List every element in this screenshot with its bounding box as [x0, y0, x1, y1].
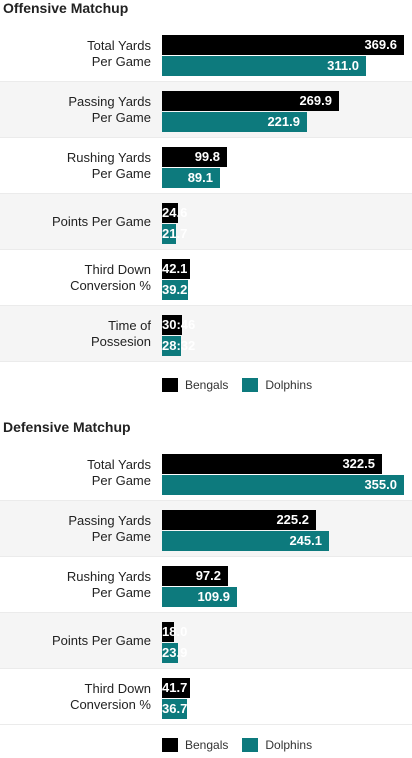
category-label-line: Passing Yards [68, 94, 151, 109]
bengals-bar: 41.7 [162, 678, 190, 698]
bengals-bar: 269.9 [162, 91, 339, 111]
legend-label: Dolphins [265, 378, 313, 392]
legend-item: Dolphins [242, 738, 312, 752]
legend-swatch [162, 738, 178, 752]
category-label-line: Total Yards [87, 457, 151, 472]
chart-row: Passing Yards Per Game 225.2 245.1 [0, 501, 412, 557]
bengals-bar: 99.8 [162, 147, 227, 167]
category-label-line: Total Yards [87, 38, 151, 53]
dolphins-bar: 36.7 [162, 699, 187, 719]
category-label: Third Down Conversion % [0, 250, 151, 306]
category-label-line: Third Down [84, 262, 151, 277]
dolphins-bar: 28:32 [162, 336, 195, 356]
category-label-line: Per Game [91, 110, 151, 125]
category-label-line: Per Game [91, 54, 151, 69]
chart-row: Total Yards Per Game 369.6 311.0 [0, 26, 412, 82]
legend-swatch [242, 378, 259, 392]
category-label-line: Time of [108, 318, 151, 333]
legend-swatch [162, 378, 178, 392]
bengals-bar: 30:46 [162, 315, 195, 335]
category-label-line: Points Per Game [52, 633, 151, 648]
chart-title: Defensive Matchup [3, 419, 131, 435]
bengals-bar: 24.6 [162, 203, 187, 223]
legend-item: Dolphins [242, 378, 312, 392]
category-label: Points Per Game [0, 194, 151, 250]
dolphins-bar: 355.0 [162, 475, 404, 495]
legend-item: Bengals [162, 378, 228, 392]
category-label: Passing Yards Per Game [0, 501, 151, 557]
legend-label: Bengals [185, 738, 229, 752]
chart-row: Points Per Game 18.0 23.9 [0, 613, 412, 669]
category-label-line: Rushing Yards [66, 569, 151, 584]
category-label-line: Per Game [91, 166, 151, 181]
chart-row: Passing Yards Per Game 269.9 221.9 [0, 82, 412, 138]
legend-item: Bengals [162, 738, 228, 752]
chart-rows: Total Yards Per Game 322.5 355.0 Passing Yar… [0, 445, 412, 725]
bengals-bar: 97.2 [162, 566, 228, 586]
category-label: Rushing Yards Per Game [0, 138, 151, 194]
dolphins-bar: 311.0 [162, 56, 366, 76]
dolphins-bar: 221.9 [162, 112, 307, 132]
category-label-line: Per Game [91, 585, 151, 600]
chart-row: Rushing Yards Per Game 99.8 89.1 [0, 138, 412, 194]
chart-rows: Total Yards Per Game 369.6 311.0 Passing Yar… [0, 26, 412, 362]
legend-label: Dolphins [265, 738, 313, 752]
bengals-bar: 42.1 [162, 259, 190, 279]
dolphins-bar: 21.7 [162, 224, 187, 244]
category-label: Rushing Yards Per Game [0, 557, 151, 613]
category-label: Third Down Conversion % [0, 669, 151, 725]
bengals-bar: 18.0 [162, 622, 187, 642]
dolphins-bar: 89.1 [162, 168, 220, 188]
category-label-line: Conversion % [70, 278, 151, 293]
dolphins-bar: 39.2 [162, 280, 188, 300]
category-label-line: Points Per Game [52, 214, 151, 229]
chart-legend: Bengals Dolphins [162, 377, 326, 393]
category-label-line: Per Game [91, 529, 151, 544]
category-label: Total Yards Per Game [0, 445, 151, 501]
legend-label: Bengals [185, 378, 229, 392]
category-label: Points Per Game [0, 613, 151, 669]
chart-row: Total Yards Per Game 322.5 355.0 [0, 445, 412, 501]
category-label-line: Rushing Yards [66, 150, 151, 165]
bengals-bar: 369.6 [162, 35, 404, 55]
chart-row: Rushing Yards Per Game 97.2 109.9 [0, 557, 412, 613]
chart-legend: Bengals Dolphins [162, 737, 326, 753]
chart-row: Third Down Conversion % 41.7 36.7 [0, 669, 412, 725]
category-label-line: Third Down [84, 681, 151, 696]
chart-row: Points Per Game 24.6 21.7 [0, 194, 412, 250]
bengals-bar: 225.2 [162, 510, 316, 530]
dolphins-bar: 245.1 [162, 531, 329, 551]
category-label-line: Per Game [91, 473, 151, 488]
category-label-line: Passing Yards [68, 513, 151, 528]
chart-title: Offensive Matchup [3, 0, 129, 16]
dolphins-bar: 23.9 [162, 643, 187, 663]
legend-swatch [242, 738, 259, 752]
chart-row: Time of Possesion 30:46 28:32 [0, 306, 412, 362]
category-label-line: Possesion [91, 334, 151, 349]
category-label: Total Yards Per Game [0, 26, 151, 82]
category-label: Time of Possesion [0, 306, 151, 362]
dolphins-bar: 109.9 [162, 587, 237, 607]
chart-row: Third Down Conversion % 42.1 39.2 [0, 250, 412, 306]
bengals-bar: 322.5 [162, 454, 382, 474]
category-label: Passing Yards Per Game [0, 82, 151, 138]
category-label-line: Conversion % [70, 697, 151, 712]
